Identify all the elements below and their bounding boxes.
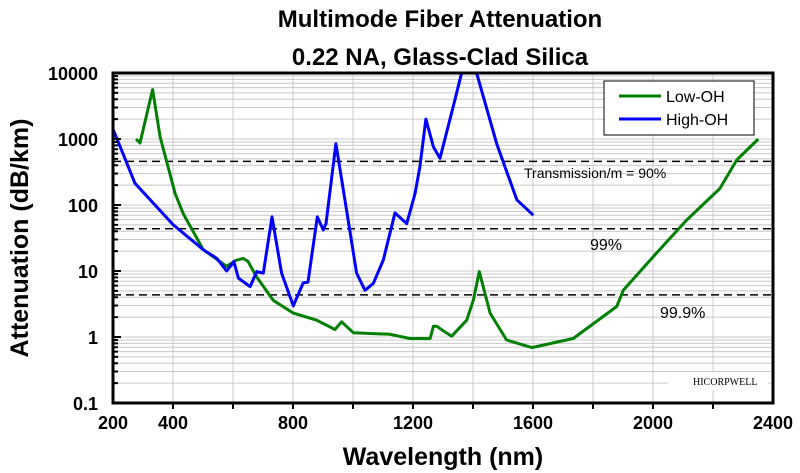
- y-tick-label: 1: [88, 328, 98, 348]
- y-tick-label: 10000: [48, 64, 98, 84]
- annotation-90: Transmission/m = 90%: [524, 165, 666, 181]
- plot-frame: [111, 71, 775, 405]
- x-tick-label: 400: [158, 413, 188, 433]
- x-axis-label: Wavelength (nm): [343, 443, 543, 471]
- x-tick-label: 2000: [633, 413, 673, 433]
- x-tick-label: 1200: [393, 413, 433, 433]
- axis-ticks: 200 400 800 1200 1600 2000 2400 0.1 1 10 100 1000 10…: [48, 64, 793, 433]
- legend-label-low-oh: Low-OH: [666, 89, 725, 106]
- y-tick-label: 1000: [58, 130, 98, 150]
- legend: Low-OH High-OH: [603, 80, 755, 136]
- x-tick-label: 1600: [513, 413, 553, 433]
- series-group: [113, 73, 760, 350]
- x-tick-label: 200: [98, 413, 128, 433]
- x-tick-label: 2400: [753, 413, 793, 433]
- x-tick-label: 800: [278, 413, 308, 433]
- y-axis-label: Attenuation (dB/km): [6, 119, 34, 358]
- y-tick-label: 100: [68, 196, 98, 216]
- watermark: HICORPWELL: [693, 377, 757, 388]
- legend-label-high-oh: High-OH: [666, 112, 728, 129]
- watermark-bg: [668, 372, 768, 390]
- legend-box: [603, 80, 755, 136]
- chart-title: Multimode Fiber Attenuation: [278, 6, 602, 33]
- series-line-high-oh: [113, 73, 535, 308]
- y-tick-label: 0.1: [73, 394, 98, 414]
- y-tick-label: 10: [78, 262, 98, 282]
- annotation-99-9: 99.9%: [660, 305, 705, 322]
- annotation-99: 99%: [590, 237, 622, 254]
- reference-lines: [113, 160, 773, 296]
- chart-subtitle: 0.22 NA, Glass-Clad Silica: [292, 44, 589, 71]
